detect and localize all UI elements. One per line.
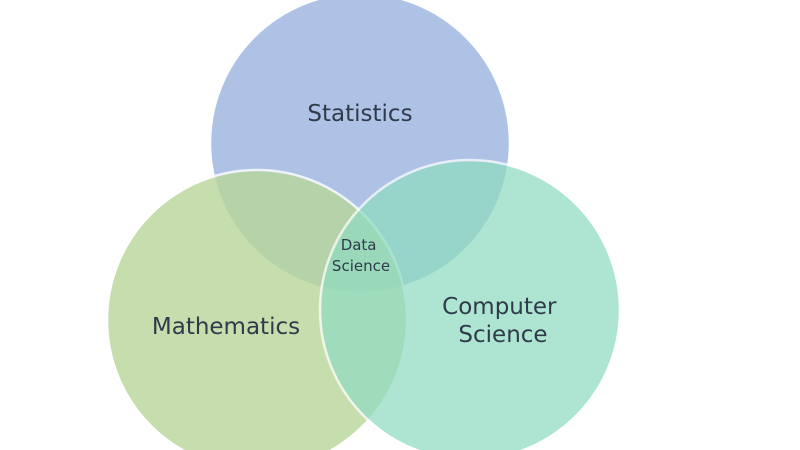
data-science-label-line-1: Data <box>341 236 377 254</box>
statistics-label: Statistics <box>307 101 412 127</box>
data-science-label-line-2: Science <box>332 257 390 275</box>
data-science-label: Data Science <box>332 236 390 275</box>
computer-science-circle <box>318 158 622 450</box>
computer-science-label-line-2: Science <box>458 322 547 348</box>
computer-science-label-line-1: Computer <box>442 294 557 320</box>
mathematics-label: Mathematics <box>152 314 300 340</box>
computer-science-label: Computer Science <box>442 294 564 348</box>
